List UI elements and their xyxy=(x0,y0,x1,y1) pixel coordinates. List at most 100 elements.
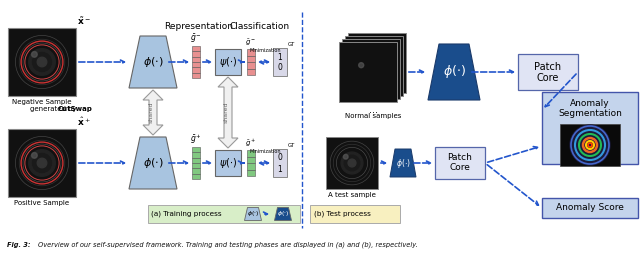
Text: Negative Sample: Negative Sample xyxy=(12,99,72,105)
Polygon shape xyxy=(428,44,480,100)
FancyBboxPatch shape xyxy=(342,39,400,99)
Text: GT: GT xyxy=(288,143,295,148)
Polygon shape xyxy=(218,77,238,148)
FancyBboxPatch shape xyxy=(339,42,397,102)
Circle shape xyxy=(31,153,37,158)
Circle shape xyxy=(29,49,55,75)
Text: shared: shared xyxy=(148,102,154,123)
Circle shape xyxy=(344,154,348,159)
FancyBboxPatch shape xyxy=(542,198,638,218)
FancyBboxPatch shape xyxy=(273,149,287,177)
Text: (b) Test process: (b) Test process xyxy=(314,211,371,217)
FancyBboxPatch shape xyxy=(8,129,76,197)
Bar xyxy=(192,158,200,163)
Bar xyxy=(192,67,200,73)
Text: $\phi(\cdot)$: $\phi(\cdot)$ xyxy=(396,156,410,169)
Bar xyxy=(192,57,200,62)
Circle shape xyxy=(360,64,376,81)
FancyBboxPatch shape xyxy=(348,33,406,93)
Text: $\phi(\cdot)$: $\phi(\cdot)$ xyxy=(143,156,163,170)
Text: Anomaly Score: Anomaly Score xyxy=(556,203,624,213)
Text: $\bar{g}^-$: $\bar{g}^-$ xyxy=(190,32,202,45)
FancyBboxPatch shape xyxy=(345,36,403,96)
Polygon shape xyxy=(244,208,262,220)
Circle shape xyxy=(37,57,47,67)
Circle shape xyxy=(344,155,360,171)
Text: Patch: Patch xyxy=(447,153,472,163)
Text: $\phi(\cdot)$: $\phi(\cdot)$ xyxy=(247,210,259,218)
Text: Positive Sample: Positive Sample xyxy=(15,200,70,206)
FancyBboxPatch shape xyxy=(326,137,378,189)
Text: Overview of our self-supervised framework. Training and testing phases are displ: Overview of our self-supervised framewor… xyxy=(38,241,418,248)
Text: Core: Core xyxy=(537,73,559,83)
Text: Representation: Representation xyxy=(164,22,234,31)
Circle shape xyxy=(342,46,394,98)
FancyBboxPatch shape xyxy=(8,28,76,96)
Text: shared: shared xyxy=(223,102,228,123)
Text: Patch: Patch xyxy=(534,62,561,72)
Text: $\bar{g}^-$: $\bar{g}^-$ xyxy=(246,38,257,48)
Text: Anomaly: Anomaly xyxy=(570,99,610,107)
FancyBboxPatch shape xyxy=(215,49,241,75)
Bar xyxy=(192,73,200,78)
Bar xyxy=(192,51,200,57)
Text: 1: 1 xyxy=(278,165,282,173)
Text: $\phi(\cdot)$: $\phi(\cdot)$ xyxy=(143,55,163,69)
Bar xyxy=(247,62,255,69)
Bar xyxy=(192,152,200,158)
FancyBboxPatch shape xyxy=(273,48,287,76)
Circle shape xyxy=(13,34,70,90)
Bar xyxy=(192,168,200,174)
Circle shape xyxy=(348,159,356,167)
Circle shape xyxy=(13,135,70,192)
Circle shape xyxy=(29,150,55,176)
Bar xyxy=(192,174,200,179)
FancyBboxPatch shape xyxy=(148,205,300,223)
Circle shape xyxy=(33,53,51,71)
Bar xyxy=(247,163,255,169)
FancyBboxPatch shape xyxy=(215,150,241,176)
Text: 1: 1 xyxy=(278,53,282,61)
Bar xyxy=(247,150,255,156)
Polygon shape xyxy=(129,36,177,88)
Text: $\phi(\cdot)$: $\phi(\cdot)$ xyxy=(277,210,289,218)
Circle shape xyxy=(37,158,47,168)
Bar xyxy=(247,49,255,56)
Text: 0: 0 xyxy=(278,64,282,72)
Polygon shape xyxy=(390,149,416,177)
Text: 0: 0 xyxy=(278,153,282,163)
Text: Normal samples: Normal samples xyxy=(345,113,401,119)
Text: $\psi(\cdot)$: $\psi(\cdot)$ xyxy=(219,156,237,170)
Text: $\psi(\cdot)$: $\psi(\cdot)$ xyxy=(219,55,237,69)
Text: $\hat{\mathbf{x}}^+$: $\hat{\mathbf{x}}^+$ xyxy=(77,115,91,128)
Text: CutSwap: CutSwap xyxy=(58,106,93,112)
Text: $\bar{g}^+$: $\bar{g}^+$ xyxy=(245,138,257,149)
Polygon shape xyxy=(143,90,163,135)
Text: A test sample: A test sample xyxy=(328,192,376,198)
Text: Fig. 3:: Fig. 3: xyxy=(7,242,31,248)
FancyBboxPatch shape xyxy=(560,124,620,166)
Text: ...: ... xyxy=(369,105,378,115)
Circle shape xyxy=(358,63,364,68)
Circle shape xyxy=(341,152,363,174)
Text: Segmentation: Segmentation xyxy=(558,108,622,118)
Bar xyxy=(247,156,255,163)
Text: Core: Core xyxy=(449,164,470,172)
Text: $\phi(\cdot)$: $\phi(\cdot)$ xyxy=(442,64,465,81)
Text: $\bar{g}^+$: $\bar{g}^+$ xyxy=(190,132,202,146)
Circle shape xyxy=(328,140,376,186)
Polygon shape xyxy=(275,208,291,220)
Circle shape xyxy=(31,52,37,57)
Text: generated by: generated by xyxy=(30,106,79,112)
Text: Classification: Classification xyxy=(230,22,290,31)
Text: Minimization: Minimization xyxy=(250,48,281,53)
Text: (a) Training process: (a) Training process xyxy=(151,211,221,217)
Circle shape xyxy=(33,153,51,172)
FancyBboxPatch shape xyxy=(518,54,578,90)
Circle shape xyxy=(570,125,610,165)
Bar xyxy=(192,163,200,168)
FancyBboxPatch shape xyxy=(435,147,485,179)
Bar xyxy=(247,169,255,176)
Text: Minimization: Minimization xyxy=(250,149,281,154)
Circle shape xyxy=(356,60,380,84)
